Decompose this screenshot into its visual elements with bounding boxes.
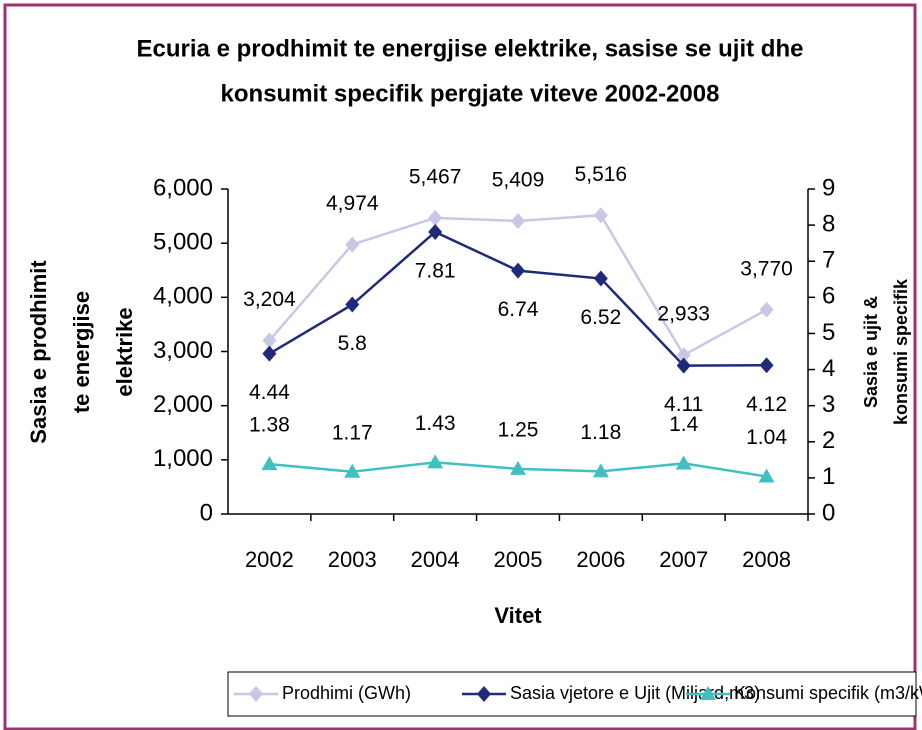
x-tick-label: 2007	[659, 547, 708, 572]
y2-tick-label: 3	[822, 391, 835, 418]
chart-title: Ecuria e prodhimit te energjise elektrik…	[137, 35, 804, 62]
legend-marker	[249, 686, 263, 702]
data-label: 5,467	[409, 165, 462, 188]
series-marker	[511, 262, 525, 279]
series-marker	[427, 454, 444, 469]
data-label: 1.4	[669, 413, 699, 436]
data-label: 1.25	[498, 418, 539, 441]
data-label: 3,204	[243, 288, 296, 311]
x-tick-label: 2002	[245, 547, 294, 572]
data-label: 4.44	[249, 381, 290, 404]
x-tick-label: 2003	[328, 547, 377, 572]
series-marker	[593, 207, 608, 224]
data-label: 6.74	[498, 298, 539, 321]
data-label: 1.04	[746, 426, 787, 449]
series-marker	[428, 209, 443, 226]
series-marker	[261, 456, 278, 471]
legend-marker	[700, 686, 716, 700]
y-tick-label: 5,000	[153, 229, 213, 256]
legend-box	[227, 671, 917, 717]
x-tick-label: 2006	[576, 547, 625, 572]
legend-label: Sasia vjetore e Ujit (Miljard,m3)	[510, 683, 760, 703]
series-marker	[675, 455, 692, 470]
x-tick-label: 2005	[494, 547, 543, 572]
series-marker	[759, 357, 774, 374]
data-label: 6.52	[580, 306, 621, 329]
series-marker	[428, 223, 443, 240]
series-marker	[758, 468, 775, 483]
legend-label: Konsumi specifik (m3/kWh)	[734, 683, 922, 703]
data-label: 5,516	[575, 163, 628, 186]
y-axis-title: elektrike	[112, 307, 137, 396]
data-label: 1.18	[580, 421, 621, 444]
y2-tick-label: 9	[822, 174, 835, 201]
series-marker	[345, 296, 360, 313]
y2-axis-title: Sasia e ujit &	[861, 296, 881, 408]
y2-tick-label: 2	[822, 427, 835, 454]
series-marker	[592, 463, 609, 478]
data-label: 1.38	[249, 414, 290, 437]
data-label: 1.43	[415, 412, 456, 435]
series-marker	[345, 236, 360, 253]
y2-tick-label: 4	[822, 355, 835, 382]
y2-tick-label: 5	[822, 319, 835, 346]
series-marker	[759, 301, 774, 318]
y-tick-label: 4,000	[153, 283, 213, 310]
y2-tick-label: 6	[822, 283, 835, 310]
y2-tick-label: 0	[822, 499, 835, 526]
data-label: 5.8	[338, 332, 367, 355]
y2-tick-label: 7	[822, 247, 835, 274]
y-tick-label: 6,000	[153, 174, 213, 201]
legend-marker	[477, 686, 491, 702]
y-axis-title: Sasia e prodhimit	[26, 260, 51, 444]
series-marker	[676, 347, 691, 364]
y-axis-title: te energjise	[69, 291, 94, 413]
data-label: 5,409	[492, 169, 545, 192]
data-label: 4.11	[664, 393, 703, 416]
data-label: 1.17	[332, 421, 373, 444]
x-tick-label: 2004	[411, 547, 460, 572]
series-marker	[511, 213, 525, 230]
y-tick-label: 2,000	[153, 391, 213, 418]
y2-tick-label: 1	[822, 463, 835, 490]
data-label: 4,974	[326, 192, 379, 215]
y2-tick-label: 8	[822, 210, 835, 237]
data-label: 3,770	[740, 257, 793, 280]
data-label: 4.12	[746, 393, 787, 416]
series-marker	[510, 460, 526, 475]
series-marker	[344, 463, 361, 478]
chart-title: konsumit specifik pergjate viteve 2002-2…	[221, 80, 720, 107]
frame	[3, 3, 917, 730]
y-tick-label: 3,000	[153, 337, 213, 364]
legend-label: Prodhimi (GWh)	[282, 683, 411, 703]
x-axis-title: Vitet	[494, 603, 542, 628]
data-label: 7.81	[415, 260, 456, 283]
series-marker	[593, 270, 608, 287]
x-tick-label: 2008	[742, 547, 791, 572]
y-tick-label: 1,000	[153, 445, 213, 472]
data-label: 2,933	[657, 303, 710, 326]
series-marker	[262, 332, 277, 349]
y-tick-label: 0	[200, 499, 213, 526]
series-marker	[262, 345, 277, 362]
series-marker	[676, 357, 691, 374]
y2-axis-title: konsumi specifik	[891, 278, 911, 425]
